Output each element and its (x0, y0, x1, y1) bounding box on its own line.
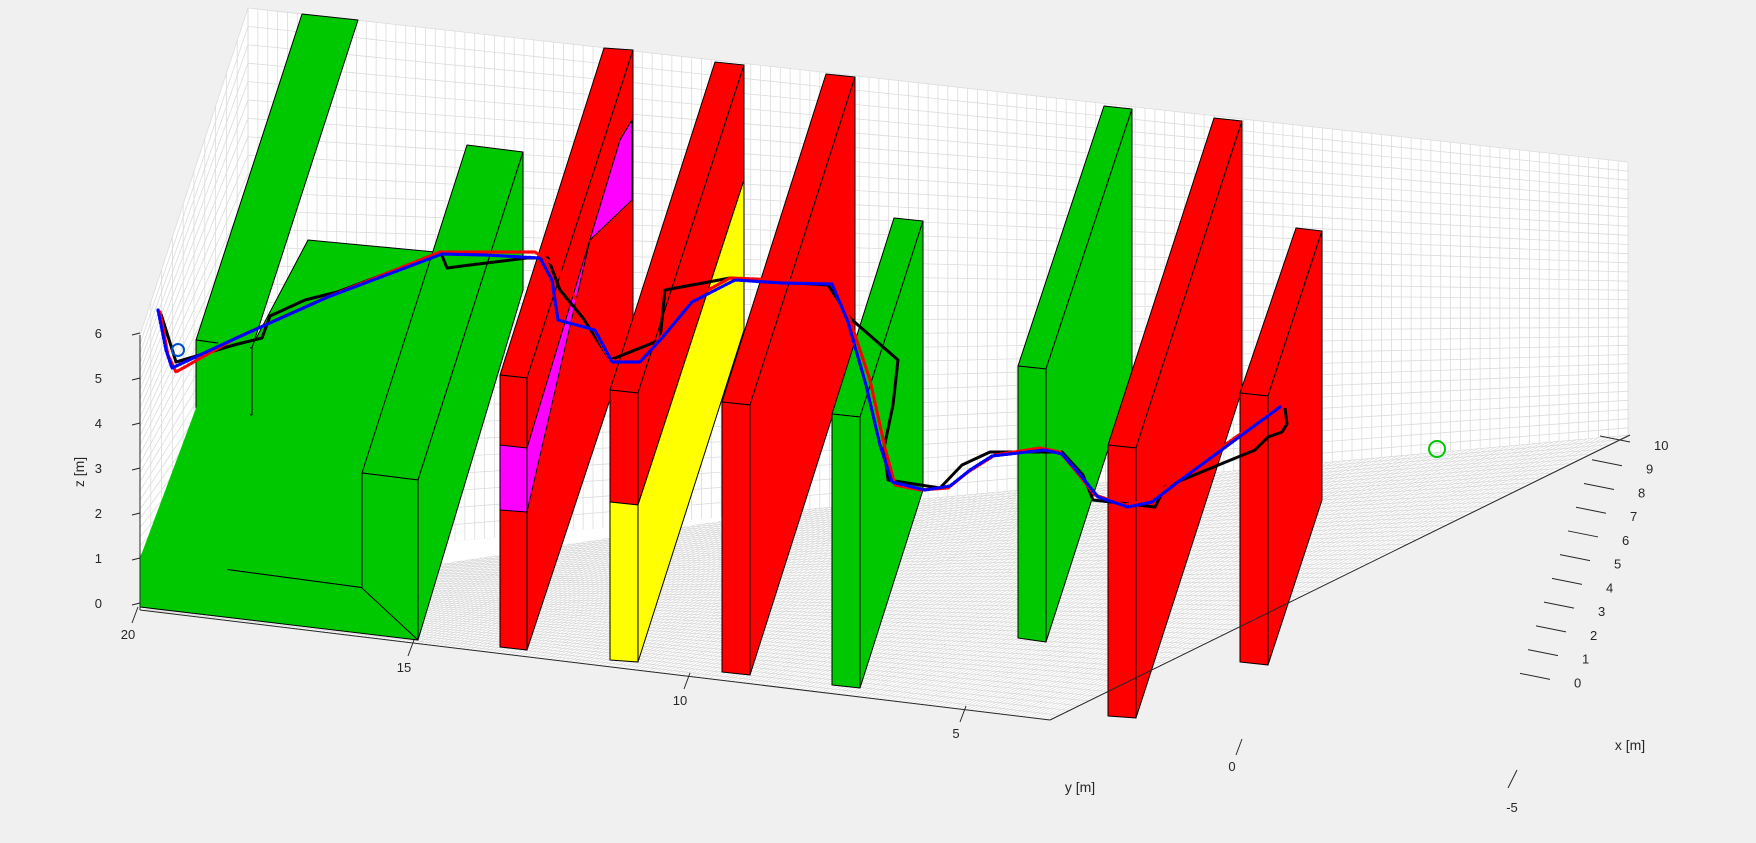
x-tick-6-mark (1568, 531, 1598, 537)
x-tick-4-mark (1552, 578, 1582, 584)
z-tick-2-label: 2 (95, 506, 102, 521)
x-tick-8-mark (1584, 483, 1614, 489)
y-tick-0-label: 0 (1228, 759, 1235, 774)
x-tick-6-label: 6 (1622, 533, 1629, 548)
x-tick--5-mark (1508, 770, 1517, 788)
z-axis-ticks: 0 1 2 3 4 5 6 (95, 326, 140, 611)
z-tick-4-mark (132, 423, 140, 425)
y-tick-15-label: 15 (397, 660, 411, 675)
x-tick-2-mark (1536, 626, 1566, 632)
x-tick-3-mark (1544, 602, 1574, 608)
y-tick-0-mark (1236, 739, 1242, 755)
x-tick-9-label: 9 (1646, 462, 1653, 477)
x-tick--5-label: -5 (1506, 800, 1518, 815)
x-tick-5-label: 5 (1614, 557, 1621, 572)
x-tick-8-label: 8 (1638, 485, 1645, 500)
x-tick-0-mark (1520, 673, 1550, 679)
z-tick-0-label: 0 (95, 596, 102, 611)
z-tick-5-mark (132, 378, 140, 380)
z-tick-0-mark (132, 603, 140, 605)
z-tick-4-label: 4 (95, 416, 102, 431)
z-tick-1-mark (132, 558, 140, 560)
y-tick-20-label: 20 (121, 627, 135, 642)
z-tick-3-mark (132, 468, 140, 470)
x-tick-10-label: 10 (1654, 438, 1668, 453)
y-axis-label: y [m] (1065, 779, 1095, 795)
z-axis-label: z [m] (71, 457, 87, 487)
y-tick-20-mark (132, 607, 138, 623)
z-tick-3-label: 3 (95, 461, 102, 476)
x-tick-1-label: 1 (1582, 652, 1589, 667)
x-tick-2-label: 2 (1590, 628, 1597, 643)
x-tick-1-mark (1528, 650, 1558, 656)
y-tick-10-label: 10 (673, 693, 687, 708)
z-tick-1-label: 1 (95, 551, 102, 566)
x-tick-0-label: 0 (1574, 675, 1581, 690)
z-tick-2-mark (132, 513, 140, 515)
z-tick-6-label: 6 (95, 326, 102, 341)
x-tick-5-mark (1560, 555, 1590, 561)
x-axis-label: x [m] (1615, 737, 1645, 753)
x-tick-7-label: 7 (1630, 509, 1637, 524)
z-tick-5-label: 5 (95, 371, 102, 386)
y-tick-5-label: 5 (952, 726, 959, 741)
x-tick-9-mark (1592, 460, 1622, 466)
z-tick-6-mark (132, 333, 140, 335)
x-tick-3-label: 3 (1598, 604, 1605, 619)
x-tick-4-label: 4 (1606, 580, 1613, 595)
x-tick-7-mark (1576, 507, 1606, 513)
